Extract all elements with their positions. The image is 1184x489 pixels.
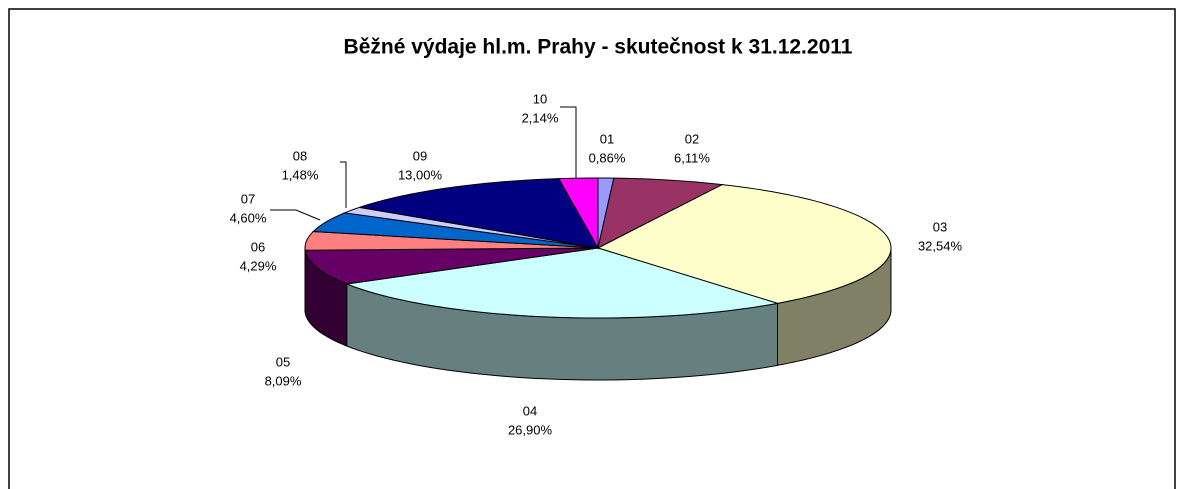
leader-line: [560, 106, 577, 178]
slice-value-label: 4,29%: [240, 258, 277, 273]
slice: [304, 231, 599, 251]
slice-value-label: 6,11%: [674, 150, 710, 165]
leader-line: [340, 161, 347, 208]
slice-category-label: 09: [413, 148, 427, 163]
slice-category-label: 02: [685, 131, 699, 146]
slice-value-label: 1,48%: [282, 167, 319, 182]
slice: [597, 177, 724, 249]
slice-category-label: 06: [251, 239, 265, 254]
slice-category-label: 01: [600, 131, 614, 146]
slice-category-label: 05: [276, 354, 290, 369]
leader-line: [270, 209, 321, 221]
slice-category-label: 10: [533, 91, 547, 106]
slice: [312, 212, 599, 249]
slice-category-label: 03: [933, 219, 947, 234]
slice: [359, 178, 599, 249]
leader-lines: [270, 106, 577, 221]
slice: [304, 247, 599, 285]
slice: [557, 177, 599, 250]
slice-category-label: 04: [523, 403, 537, 418]
slice-value-label: 8,09%: [265, 373, 302, 388]
slice-tops: [304, 177, 892, 319]
slice-value-label: 26,90%: [508, 422, 553, 437]
slice-value-label: 0,86%: [589, 150, 626, 165]
slice: [344, 247, 778, 319]
slice-value-label: 32,54%: [918, 238, 963, 253]
slice-value-label: 2,14%: [522, 110, 559, 125]
slice: [596, 184, 892, 304]
slice-category-label: 08: [293, 148, 307, 163]
slice-value-label: 13,00%: [398, 167, 443, 182]
chart-border: [8, 8, 1176, 489]
slice-category-label: 07: [241, 191, 255, 206]
slice-value-label: 4,60%: [230, 210, 267, 225]
chart-title: Běžné výdaje hl.m. Prahy - skutečnost k …: [344, 36, 853, 59]
